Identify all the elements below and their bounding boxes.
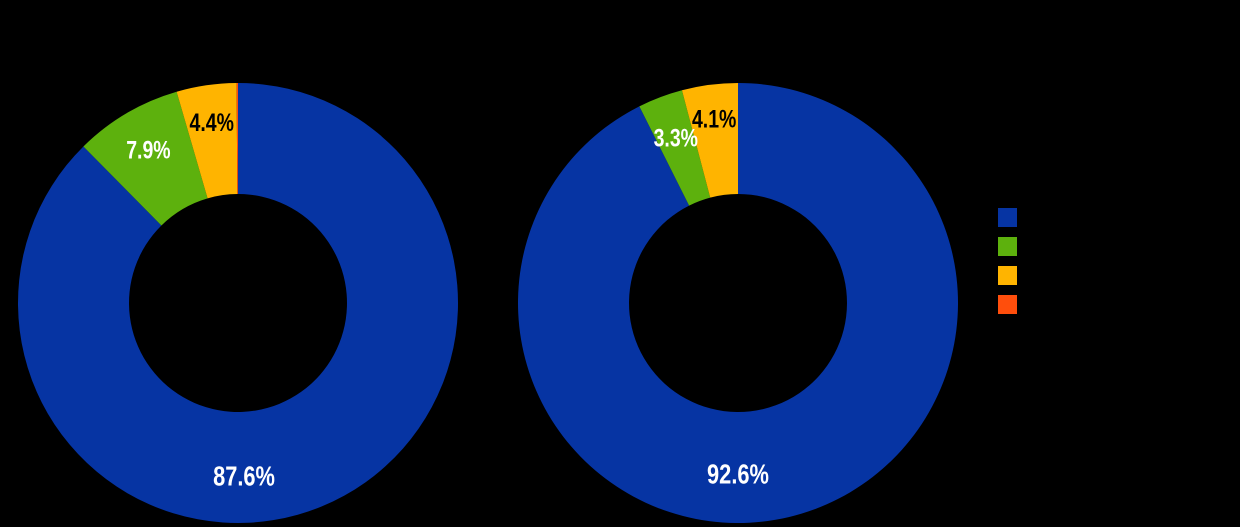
slice-label: 4.1% <box>692 106 736 134</box>
legend-swatch-green <box>998 237 1017 256</box>
donut-slice-green <box>639 90 711 206</box>
legend-swatch-blue <box>998 208 1017 227</box>
slice-label: 3.3% <box>654 124 698 152</box>
donut-slice-red <box>236 83 238 195</box>
donut-chart-right: 92.6% 3.3%4.1% <box>518 83 959 523</box>
donut-slice-orange <box>176 83 238 199</box>
donut-slice-orange <box>681 83 738 198</box>
legend-swatch-orange <box>998 266 1017 285</box>
donut-slice-blue <box>17 83 459 523</box>
donut-slice-blue <box>518 83 959 523</box>
slice-label: 4.4% <box>190 109 234 137</box>
legend-swatch-red <box>998 295 1017 314</box>
slice-label: 87.6% <box>213 460 275 491</box>
donut-chart-left: 87.6% 7.9% 4.4% <box>17 83 459 523</box>
slice-label: 92.6% <box>707 459 769 490</box>
legend <box>998 208 1017 314</box>
slice-label: 7.9% <box>126 136 170 164</box>
donut-slice-green <box>83 91 208 226</box>
